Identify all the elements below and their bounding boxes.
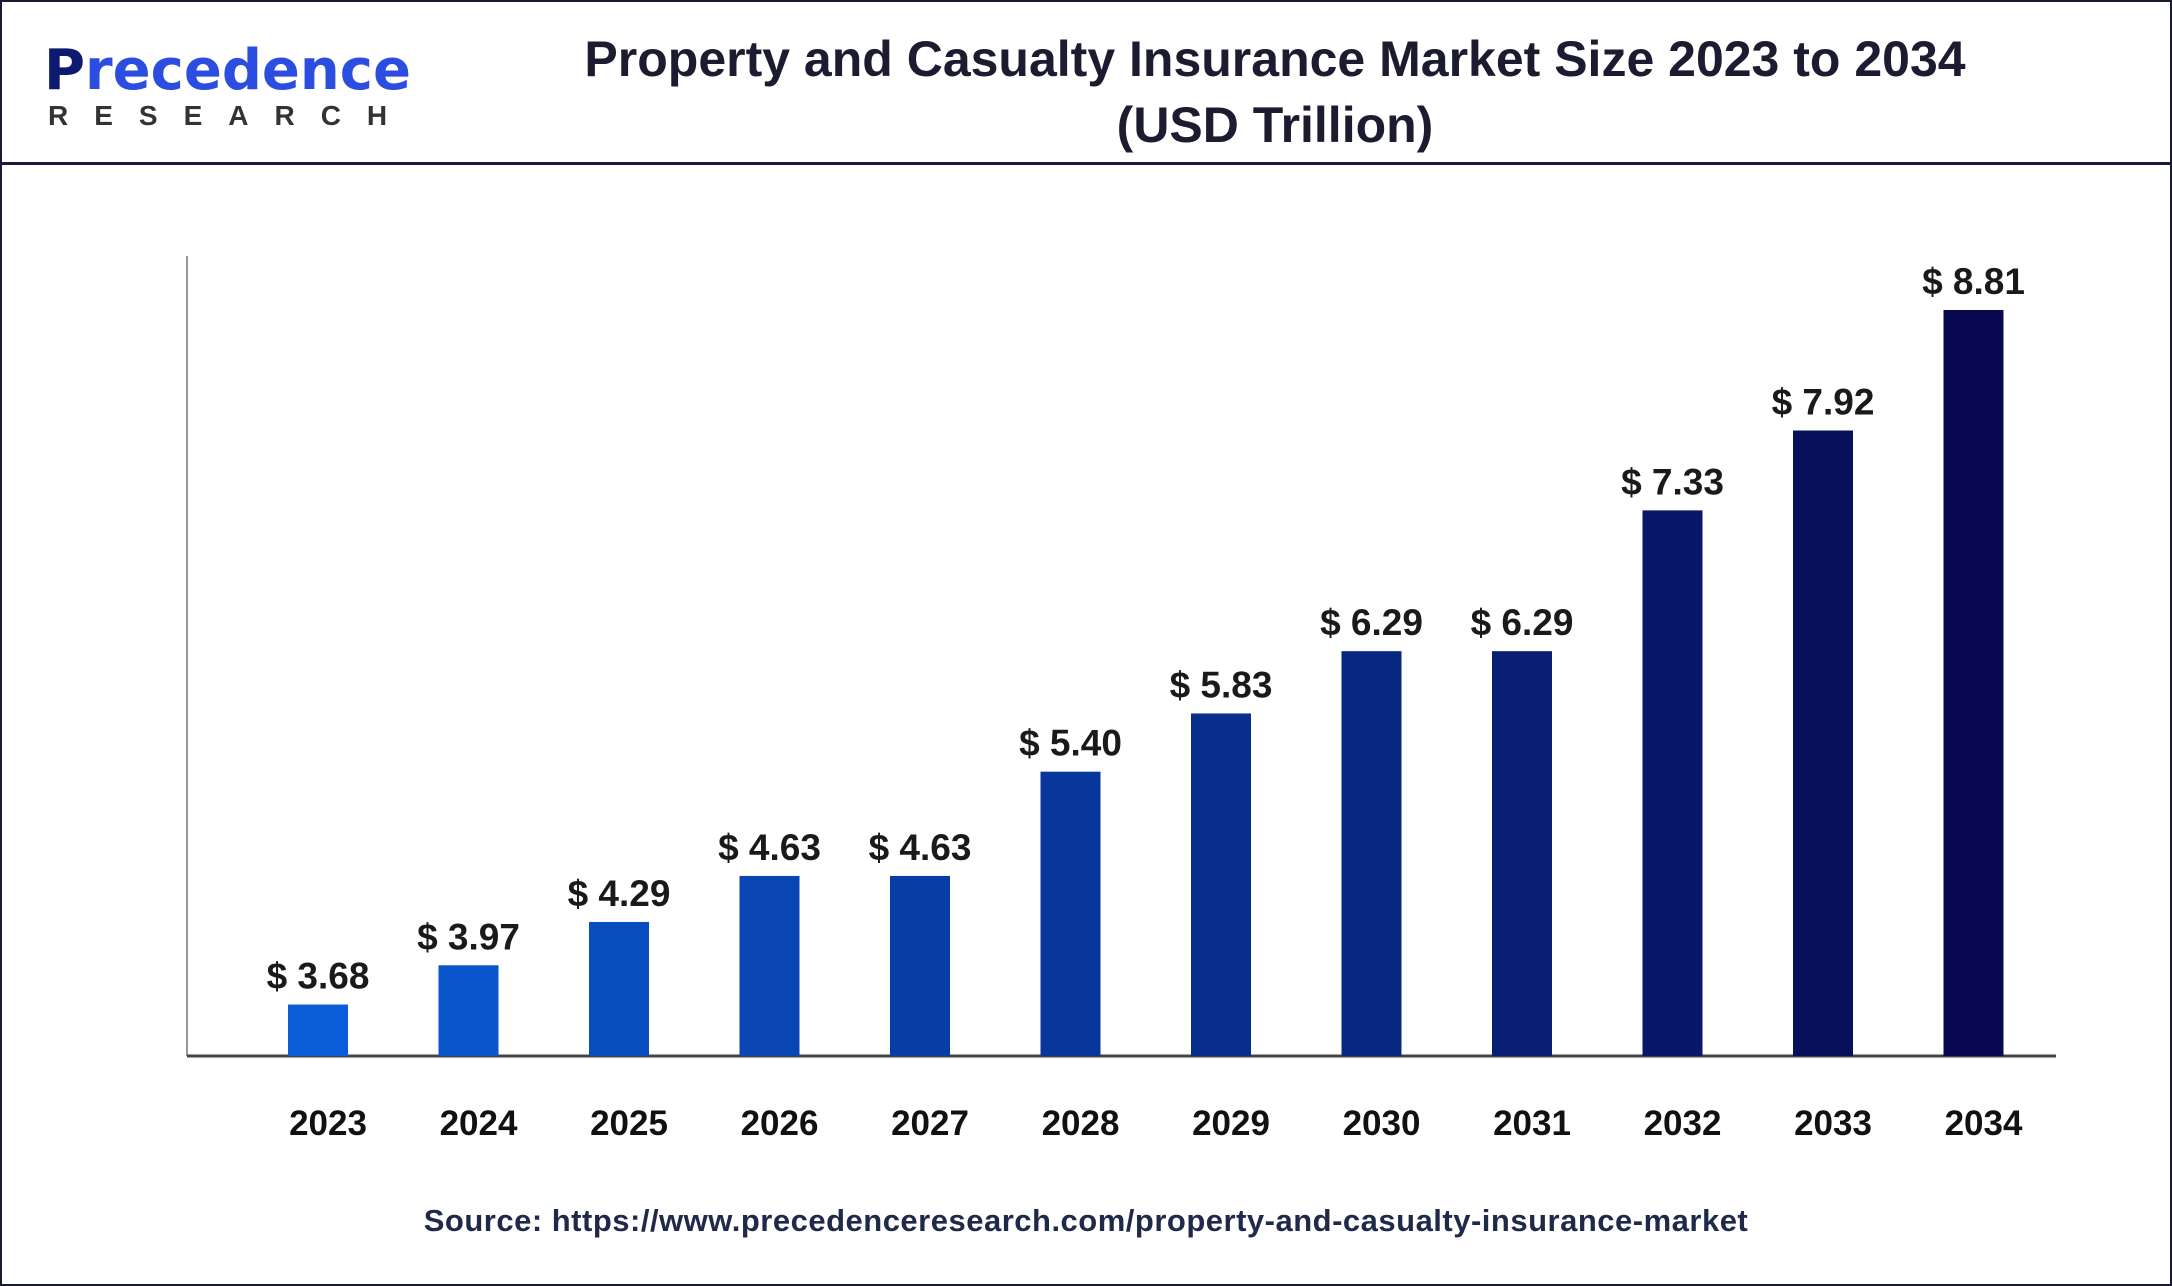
data-label-2032: $ 7.33 xyxy=(1621,461,1724,502)
bar-2026 xyxy=(739,875,800,1056)
data-label-2027: $ 4.63 xyxy=(869,827,972,868)
logo-wordmark: Precedence xyxy=(44,38,411,103)
x-tick-label-2029: 2029 xyxy=(1192,1104,1270,1143)
x-tick-label-2031: 2031 xyxy=(1493,1104,1571,1143)
x-tick-label-2028: 2028 xyxy=(1042,1104,1120,1143)
logo-subtext: RESEARCH xyxy=(48,100,414,131)
data-label-2024: $ 3.97 xyxy=(417,916,520,957)
header: Precedence RESEARCH Property and Casualt… xyxy=(0,0,2172,165)
x-tick-label-2030: 2030 xyxy=(1343,1104,1421,1143)
bar-2023 xyxy=(288,1004,348,1056)
x-tick-label-2027: 2027 xyxy=(891,1104,969,1143)
x-tick-label-2025: 2025 xyxy=(590,1104,668,1143)
bar-2032 xyxy=(1642,510,1703,1056)
source-note: Source: https://www.precedenceresearch.c… xyxy=(423,1203,1749,1238)
x-tick-label-2024: 2024 xyxy=(440,1104,518,1143)
data-label-2031: $ 6.29 xyxy=(1471,602,1574,643)
bar-2031 xyxy=(1492,651,1552,1056)
data-label-2026: $ 4.63 xyxy=(718,827,821,868)
data-label-2033: $ 7.92 xyxy=(1772,381,1875,422)
title-line-2: (USD Trillion) xyxy=(1116,97,1434,153)
bar-2025 xyxy=(589,921,649,1056)
title-line-1: Property and Casualty Insurance Market S… xyxy=(584,31,1966,87)
bar-2028 xyxy=(1040,771,1101,1056)
x-tick-label-2034: 2034 xyxy=(1945,1104,2023,1143)
precedence-research-logo: Precedence RESEARCH xyxy=(42,38,411,138)
bar-2030 xyxy=(1341,651,1402,1056)
data-label-2029: $ 5.83 xyxy=(1170,664,1273,705)
bar-2029 xyxy=(1191,713,1251,1056)
chart-title: Property and Casualty Insurance Market S… xyxy=(420,26,2130,158)
bar-2034 xyxy=(1943,310,2004,1056)
data-label-2023: $ 3.68 xyxy=(267,956,370,997)
x-tick-label-2033: 2033 xyxy=(1794,1104,1872,1143)
data-label-2030: $ 6.29 xyxy=(1320,602,1423,643)
data-label-2028: $ 5.40 xyxy=(1019,723,1122,764)
bar-2033 xyxy=(1793,430,1853,1056)
x-tick-label-2026: 2026 xyxy=(741,1104,819,1143)
data-label-2025: $ 4.29 xyxy=(568,873,671,914)
bar-2027 xyxy=(890,875,950,1056)
x-tick-label-2023: 2023 xyxy=(289,1104,367,1143)
x-tick-label-2032: 2032 xyxy=(1644,1104,1722,1143)
data-label-2034: $ 8.81 xyxy=(1922,261,2025,302)
bar-2024 xyxy=(438,965,499,1056)
